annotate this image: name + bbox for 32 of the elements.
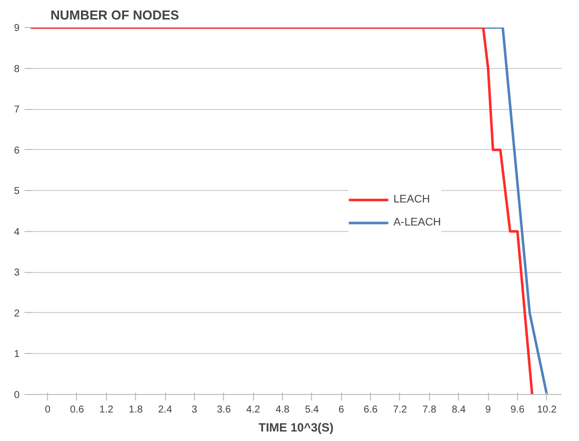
y-tick-label: 7 [14,104,20,116]
x-tick-label: 3.6 [216,404,232,416]
x-tick-label: 7.2 [393,404,408,416]
x-tick-label: 5.4 [304,404,320,416]
x-tick-label: 10.2 [537,404,557,416]
y-tick-label: 1 [14,349,20,360]
x-tick-label: 1.8 [128,404,144,416]
y-tick-label: 9 [14,23,20,34]
y-tick-label: 2 [14,308,20,320]
chart-title: NUMBER OF NODES [50,8,180,22]
x-tick-label: 3 [192,404,198,416]
x-tick-label: 1.2 [99,404,114,416]
x-tick-label: 4.2 [246,404,261,416]
legend-label: A-LEACH [393,216,441,228]
y-tick-label: 0 [14,390,20,401]
y-tick-label: 4 [14,226,20,238]
x-tick-label: 6.6 [364,404,378,416]
x-tick-label: 0.6 [70,404,84,416]
x-tick-label: 6 [338,404,344,416]
y-tick-label: 5 [14,186,20,198]
x-tick-label: 0 [44,404,51,416]
x-tick-label: 9.6 [510,404,525,416]
x-tick-label: 4.8 [276,404,290,416]
x-tick-label: 9 [485,404,492,416]
x-tick-label: 8.4 [452,404,466,416]
y-tick-label: 6 [14,145,20,156]
x-tick-label: 7.8 [422,404,437,416]
x-axis-title: TIME 10^3(S) [258,420,334,434]
y-tick-label: 3 [14,268,20,279]
legend-label: LEACH [393,193,430,205]
x-tick-label: 2.4 [158,404,172,416]
y-tick-label: 8 [14,64,20,75]
